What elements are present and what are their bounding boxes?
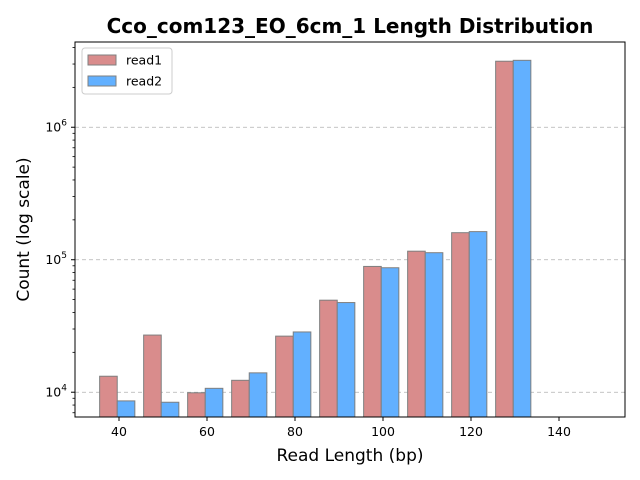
bars xyxy=(99,59,532,418)
bar-read1-70 xyxy=(231,379,250,418)
y-axis-label: Count (log scale) xyxy=(14,157,34,301)
legend-swatch-read2 xyxy=(87,75,117,87)
legend-swatch-read1 xyxy=(87,54,117,66)
bar-read1-110 xyxy=(407,250,426,418)
bar-read1-100 xyxy=(363,265,382,418)
bar-read2-120 xyxy=(468,231,488,418)
bar-read2-70 xyxy=(248,372,268,418)
y-tick-label: 104 xyxy=(45,384,67,400)
y-tick-label: 105 xyxy=(45,251,67,267)
legend: read1 read2 xyxy=(81,47,173,95)
bar-read2-50 xyxy=(160,401,180,418)
x-tick-label: 100 xyxy=(371,424,395,439)
y-axis-ticks: 104 105 106 xyxy=(45,47,75,414)
x-tick-label: 60 xyxy=(199,424,215,439)
bar-read2-100 xyxy=(380,267,400,418)
bar-read1-80 xyxy=(275,335,294,418)
bar-read1-50 xyxy=(143,334,162,418)
legend-label-read2: read2 xyxy=(126,74,162,89)
bar-read2-80 xyxy=(292,331,312,418)
bar-read2-40 xyxy=(116,400,136,418)
x-tick-label: 140 xyxy=(547,424,571,439)
bar-read1-130 xyxy=(495,60,514,418)
plot-frame xyxy=(74,41,626,418)
x-axis-label: Read Length (bp) xyxy=(276,446,423,466)
legend-label-read1: read1 xyxy=(126,53,162,68)
chart-title: Cco_com123_EO_6cm_1 Length Distribution xyxy=(107,14,594,38)
bar-read1-90 xyxy=(319,299,338,418)
bar-read1-40 xyxy=(99,375,118,418)
bar-read2-110 xyxy=(424,252,444,418)
bar-read1-120 xyxy=(451,232,470,418)
x-tick-label: 120 xyxy=(459,424,483,439)
x-axis-ticks: 40 60 80 100 120 140 xyxy=(111,417,571,439)
bar-read2-130 xyxy=(512,59,532,418)
bar-read2-60 xyxy=(204,387,224,418)
bar-read1-60 xyxy=(187,392,206,418)
x-tick-label: 80 xyxy=(287,424,303,439)
bar-read2-90 xyxy=(336,302,356,418)
y-tick-label: 106 xyxy=(45,119,67,135)
x-tick-label: 40 xyxy=(111,424,127,439)
